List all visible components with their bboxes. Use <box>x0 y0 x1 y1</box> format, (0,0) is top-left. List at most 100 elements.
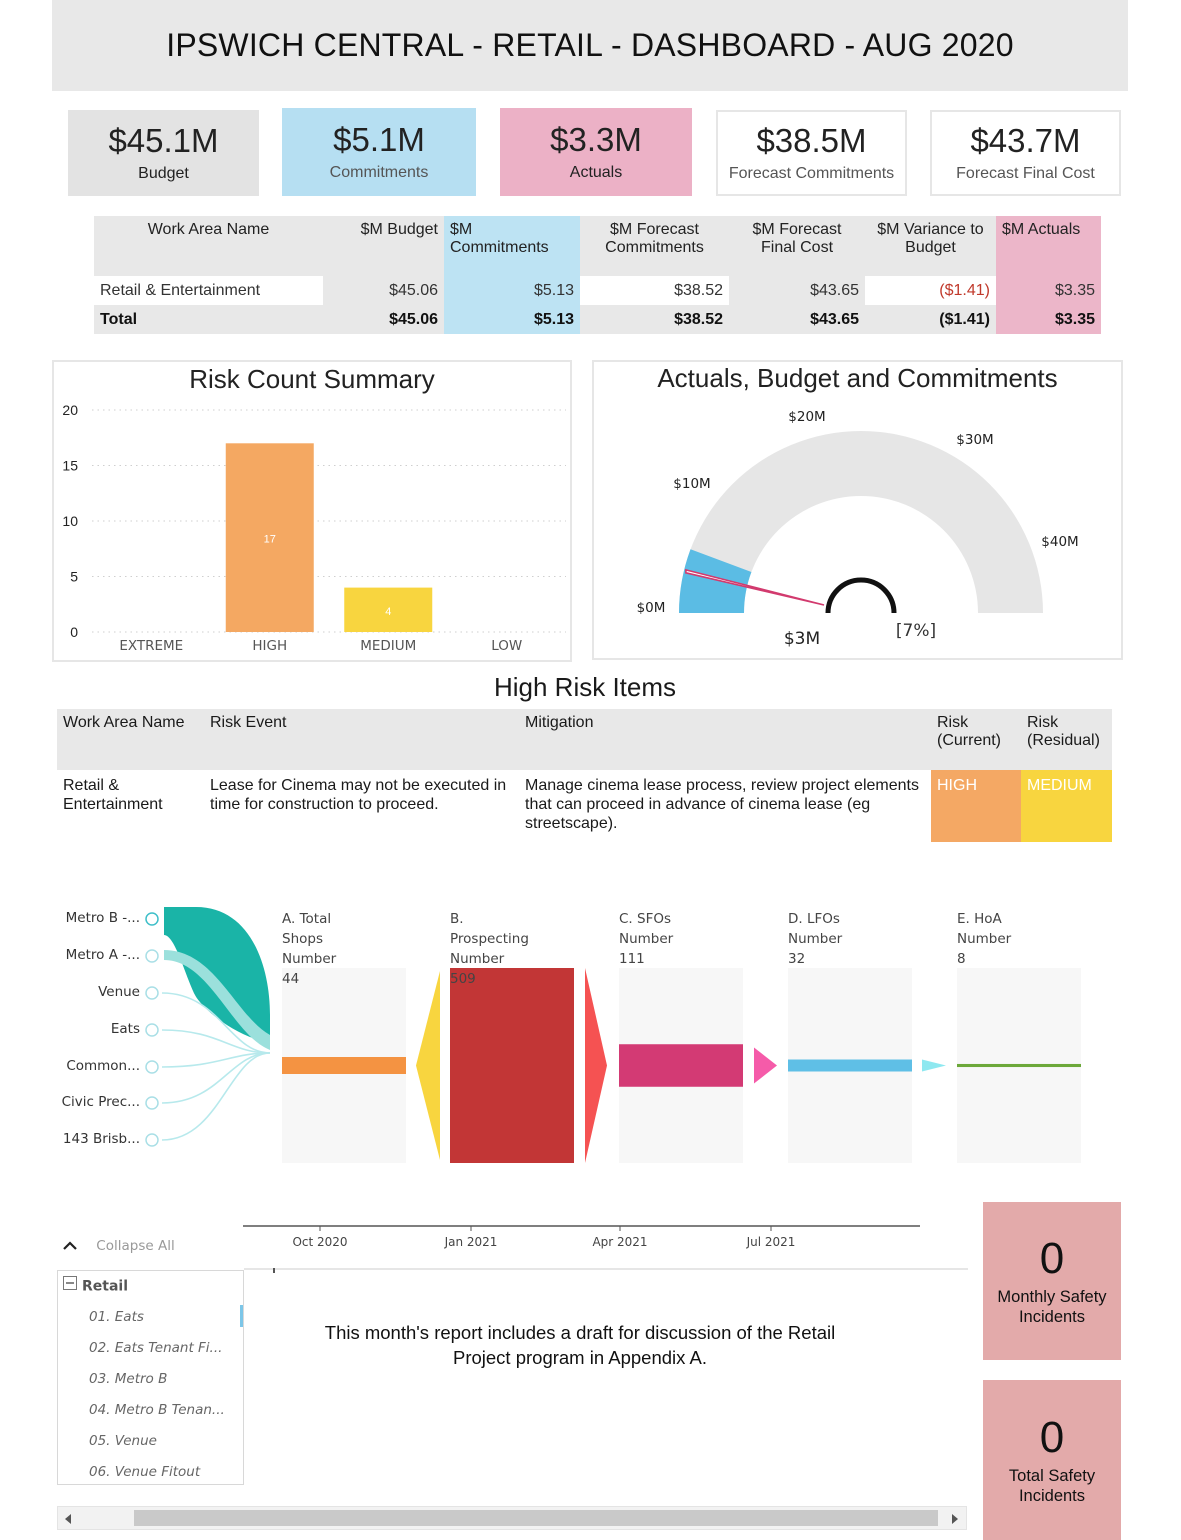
tree-item[interactable]: 03. Metro B <box>89 1371 168 1387</box>
monthly-safety-card[interactable]: 0 Monthly Safety Incidents <box>983 1202 1121 1360</box>
stage-bar <box>957 1063 1081 1068</box>
stage-connector <box>416 971 440 1160</box>
column-header[interactable]: Risk (Current) <box>931 709 1021 770</box>
column-header[interactable]: $M Budget <box>323 216 444 276</box>
table-total-row: Total $45.06 $5.13 $38.52 $43.65 ($1.41)… <box>94 305 1101 334</box>
table-cell: $5.13 <box>444 305 580 334</box>
kpi-card-budget[interactable]: $45.1M Budget <box>68 110 259 196</box>
table-cell: Lease for Cinema may not be executed in … <box>210 777 507 813</box>
column-header[interactable]: $M Commitments <box>444 216 580 276</box>
column-header[interactable]: Risk (Residual) <box>1021 709 1112 770</box>
source-label[interactable]: Venue <box>98 984 140 1000</box>
tree-scrollbar-thumb[interactable] <box>240 1305 243 1327</box>
kpi-value: $5.1M <box>333 120 425 158</box>
high-risk-title: High Risk Items <box>493 672 677 702</box>
column-header[interactable]: Work Area Name <box>94 216 323 276</box>
total-safety-card[interactable]: 0 Total Safety Incidents <box>983 1380 1121 1540</box>
table-cell: $43.65 <box>729 276 865 305</box>
source-node-icon <box>145 912 159 926</box>
tree-item[interactable]: 04. Metro B Tenan... <box>89 1402 225 1418</box>
tree-slicer[interactable]: Retail 01. Eats 02. Eats Tenant Fi... 03… <box>57 1270 244 1485</box>
timeline-tick-label: Apr 2021 <box>592 1235 647 1249</box>
table-header-row: Work Area Name $M Budget $M Commitments … <box>94 216 1101 276</box>
sankey-ribbon <box>161 1052 271 1104</box>
x-tick-label: MEDIUM <box>360 638 416 654</box>
table-cell: $43.65 <box>729 305 865 334</box>
y-tick-label: 10 <box>62 513 78 529</box>
table-cell: Total <box>94 305 323 334</box>
kpi-label: Actuals <box>569 164 623 182</box>
sankey-ribbon <box>161 992 271 1054</box>
column-header[interactable]: Risk Event <box>204 709 519 770</box>
safety-value: 0 <box>1039 1233 1065 1283</box>
source-label[interactable]: Metro A -... <box>65 947 140 963</box>
safety-label: Monthly Safety Incidents <box>997 1288 1107 1327</box>
bar-medium <box>344 587 433 632</box>
collapse-all-button[interactable]: Collapse All <box>62 1238 175 1254</box>
column-header[interactable]: Work Area Name <box>57 709 204 770</box>
gantt-marker <box>273 1268 275 1273</box>
risk-count-panel[interactable]: Risk Count Summary 0 5 10 15 20 EXTREME 17 HIGH… <box>52 360 572 662</box>
high-risk-table: Work Area Name Risk Event Mitigation Ris… <box>57 709 1112 842</box>
table-cell: $3.35 <box>996 305 1101 334</box>
gauge-panel[interactable]: Actuals, Budget and Commitments $0M $10M $… <box>592 360 1123 660</box>
horizontal-scrollbar[interactable] <box>57 1506 967 1530</box>
bar-data-label: 17 <box>264 534 276 546</box>
collapse-box-icon[interactable] <box>63 1271 77 1302</box>
gauge-value-label: $3M <box>784 629 820 649</box>
sankey-ribbon <box>161 1029 271 1054</box>
column-header[interactable]: $M Forecast Final Cost <box>729 216 865 276</box>
y-tick-label: 20 <box>62 402 78 418</box>
stage-header-metric: Number <box>619 931 674 947</box>
source-label[interactable]: Common... <box>66 1058 140 1074</box>
timeline-tick-label: Jan 2021 <box>444 1235 498 1249</box>
stage-header-metric: Number <box>450 951 505 967</box>
source-label[interactable]: 143 Brisb... <box>62 1131 140 1147</box>
kpi-card-commitments[interactable]: $5.1M Commitments <box>282 108 476 196</box>
scroll-left-icon[interactable] <box>63 1512 73 1530</box>
gauge-target-marker <box>825 577 897 614</box>
scrollbar-thumb[interactable] <box>134 1510 938 1526</box>
table-cell: ($1.41) <box>865 305 996 334</box>
source-label[interactable]: Civic Prec... <box>61 1094 140 1110</box>
source-label[interactable]: Eats <box>110 1021 140 1037</box>
collapse-all-label: Collapse All <box>96 1238 175 1254</box>
stage-bar <box>450 968 574 1163</box>
gauge-tick-label: $10M <box>673 476 710 492</box>
gauge-tick-label: $20M <box>788 409 825 425</box>
source-node-icon <box>145 986 159 1000</box>
tree-root-retail[interactable]: Retail <box>58 1271 243 1302</box>
sankey-ribbon <box>164 950 270 1050</box>
y-tick-label: 5 <box>70 569 78 585</box>
column-header[interactable]: Mitigation <box>519 709 931 770</box>
column-header[interactable]: $M Actuals <box>996 216 1101 276</box>
source-label[interactable]: Metro B -... <box>65 910 140 926</box>
table-cell: $5.13 <box>444 276 580 305</box>
risk-current-badge: HIGH <box>931 770 1021 842</box>
stage-bar <box>788 1059 912 1072</box>
stage-header-value: 111 <box>619 951 645 967</box>
timeline-tick-label: Oct 2020 <box>292 1235 347 1249</box>
stage-header-value: 44 <box>282 971 300 987</box>
timeline-axis[interactable]: Oct 2020 Jan 2021 Apr 2021 Jul 2021 <box>240 1218 930 1258</box>
tree-item[interactable]: 06. Venue Fitout <box>89 1464 201 1480</box>
column-header[interactable]: $M Variance to Budget <box>865 216 996 276</box>
tree-item[interactable]: 05. Venue <box>89 1433 157 1449</box>
gauge-percent-label: [7%] <box>896 621 936 641</box>
scroll-right-icon[interactable] <box>950 1512 960 1530</box>
kpi-card-actuals[interactable]: $3.3M Actuals <box>500 108 692 196</box>
kpi-card-forecast-commitments[interactable]: $38.5M Forecast Commitments <box>716 110 907 196</box>
column-header[interactable]: $M Forecast Commitments <box>580 216 729 276</box>
stage-header-metric: Number <box>788 931 843 947</box>
stage-header: C. SFOs Number 111 <box>619 909 673 969</box>
kpi-label: Forecast Final Cost <box>956 165 1095 183</box>
sankey-ribbon <box>161 1052 271 1141</box>
kpi-card-forecast-final-cost[interactable]: $43.7M Forecast Final Cost <box>930 110 1121 196</box>
gauge-chart: $0M $10M $20M $30M $40M $3M [7%] <box>637 409 1079 649</box>
table-cell: Retail & Entertainment <box>63 777 163 813</box>
tree-item[interactable]: 02. Eats Tenant Fi... <box>89 1340 223 1356</box>
gauge-title: Actuals, Budget and Commitments <box>657 363 1058 393</box>
gauge-fill <box>679 549 752 613</box>
y-tick-label: 0 <box>70 624 78 640</box>
tree-item[interactable]: 01. Eats <box>89 1309 144 1325</box>
